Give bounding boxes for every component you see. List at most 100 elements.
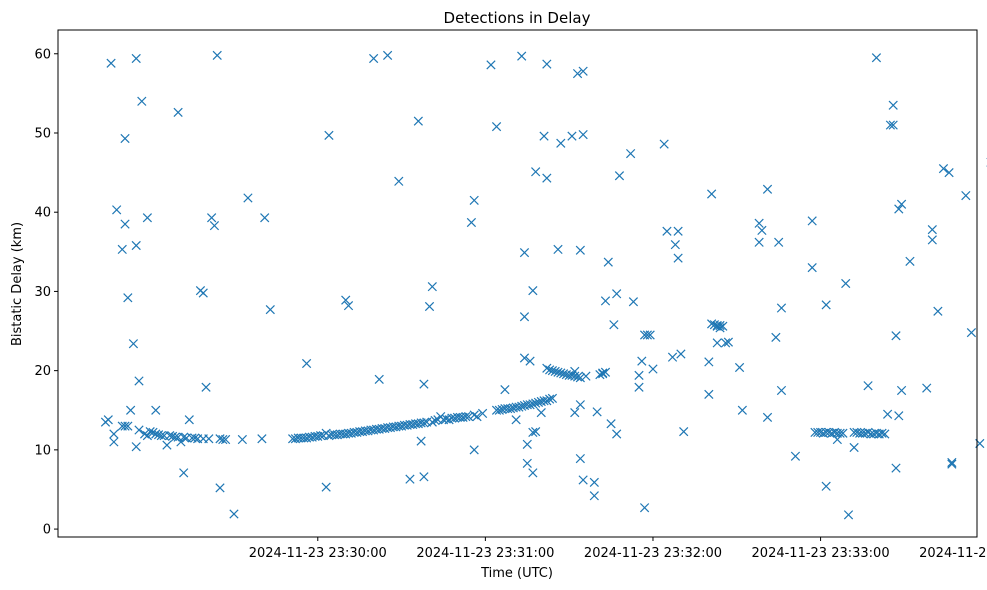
data-point (112, 205, 122, 215)
data-point (120, 421, 130, 431)
data-point (821, 481, 831, 491)
data-point (556, 368, 566, 378)
data-point (578, 66, 588, 76)
data-point (642, 330, 653, 340)
data-point (218, 434, 228, 445)
data-point (151, 405, 161, 415)
data-point (117, 244, 127, 255)
data-point (790, 451, 801, 461)
data-point (547, 393, 558, 403)
data-point (776, 303, 787, 313)
x-tick-label: 2024-11-23 23:34:00 (919, 546, 987, 561)
data-point (888, 100, 898, 110)
data-point (556, 138, 566, 148)
data-point (891, 463, 901, 473)
data-point (156, 430, 166, 441)
data-point (469, 445, 479, 455)
data-point (807, 216, 817, 226)
x-tick-label: 2024-11-23 23:30:00 (249, 546, 387, 561)
data-point (614, 171, 625, 181)
data-point (754, 237, 764, 247)
data-point (469, 410, 479, 420)
data-point (128, 339, 139, 349)
data-point (707, 319, 717, 329)
data-point (771, 332, 781, 342)
data-point (419, 379, 429, 389)
data-point (575, 373, 585, 383)
data-point (667, 352, 678, 362)
data-point (544, 394, 555, 404)
y-tick-label: 20 (34, 364, 51, 379)
data-point (229, 509, 239, 519)
data-point (106, 58, 116, 68)
y-tick-label: 30 (34, 285, 51, 300)
y-tick-label: 10 (34, 443, 51, 458)
data-point (528, 468, 538, 478)
data-point (718, 321, 728, 331)
data-point (648, 364, 658, 374)
data-point (539, 131, 549, 141)
data-point (628, 297, 639, 307)
data-point (567, 131, 577, 141)
data-point (374, 374, 384, 384)
data-point (209, 221, 220, 231)
data-point (572, 68, 583, 79)
y-tick-label: 0 (43, 523, 51, 538)
data-point (517, 401, 527, 411)
data-point (120, 219, 130, 229)
data-point (519, 353, 530, 363)
data-point (207, 213, 217, 223)
data-point (863, 427, 873, 438)
data-point (603, 257, 613, 267)
data-point (204, 434, 214, 444)
data-point (522, 439, 532, 449)
data-point (215, 483, 225, 493)
data-point (905, 256, 915, 266)
data-point (531, 167, 541, 177)
data-point (927, 225, 937, 235)
data-point (807, 263, 817, 273)
data-point (896, 199, 907, 209)
data-point (472, 411, 482, 422)
x-tick-label: 2024-11-23 23:31:00 (416, 546, 554, 561)
x-axis-label: Time (UTC) (480, 566, 553, 581)
data-point (606, 419, 616, 429)
data-point (265, 305, 275, 315)
data-point (525, 356, 535, 366)
data-point (550, 366, 560, 377)
data-point (405, 474, 415, 484)
data-point (553, 244, 563, 255)
data-point (927, 235, 937, 245)
data-point (676, 349, 686, 359)
data-point (419, 418, 429, 428)
data-point (145, 427, 155, 437)
data-point (894, 204, 904, 214)
y-tick-label: 50 (34, 126, 51, 141)
data-point (394, 176, 404, 186)
data-point (707, 189, 717, 199)
data-point (612, 289, 622, 299)
data-point (712, 338, 722, 348)
data-point (176, 437, 186, 447)
data-point (572, 372, 583, 382)
plot-area-frame (57, 29, 978, 538)
data-point (531, 427, 541, 437)
data-point (578, 129, 588, 140)
data-point (600, 296, 611, 306)
data-point (704, 357, 714, 367)
data-point (578, 475, 588, 485)
data-point (301, 358, 312, 369)
data-point (754, 218, 764, 228)
data-point (947, 457, 957, 468)
data-point (514, 402, 524, 412)
data-point (123, 293, 133, 303)
data-point (486, 60, 496, 70)
data-point (198, 288, 208, 298)
data-point (528, 286, 538, 296)
data-point (882, 409, 893, 419)
data-point (382, 50, 393, 60)
data-point (626, 148, 636, 159)
data-point (126, 405, 136, 415)
data-point (131, 53, 141, 64)
data-point (519, 312, 530, 322)
